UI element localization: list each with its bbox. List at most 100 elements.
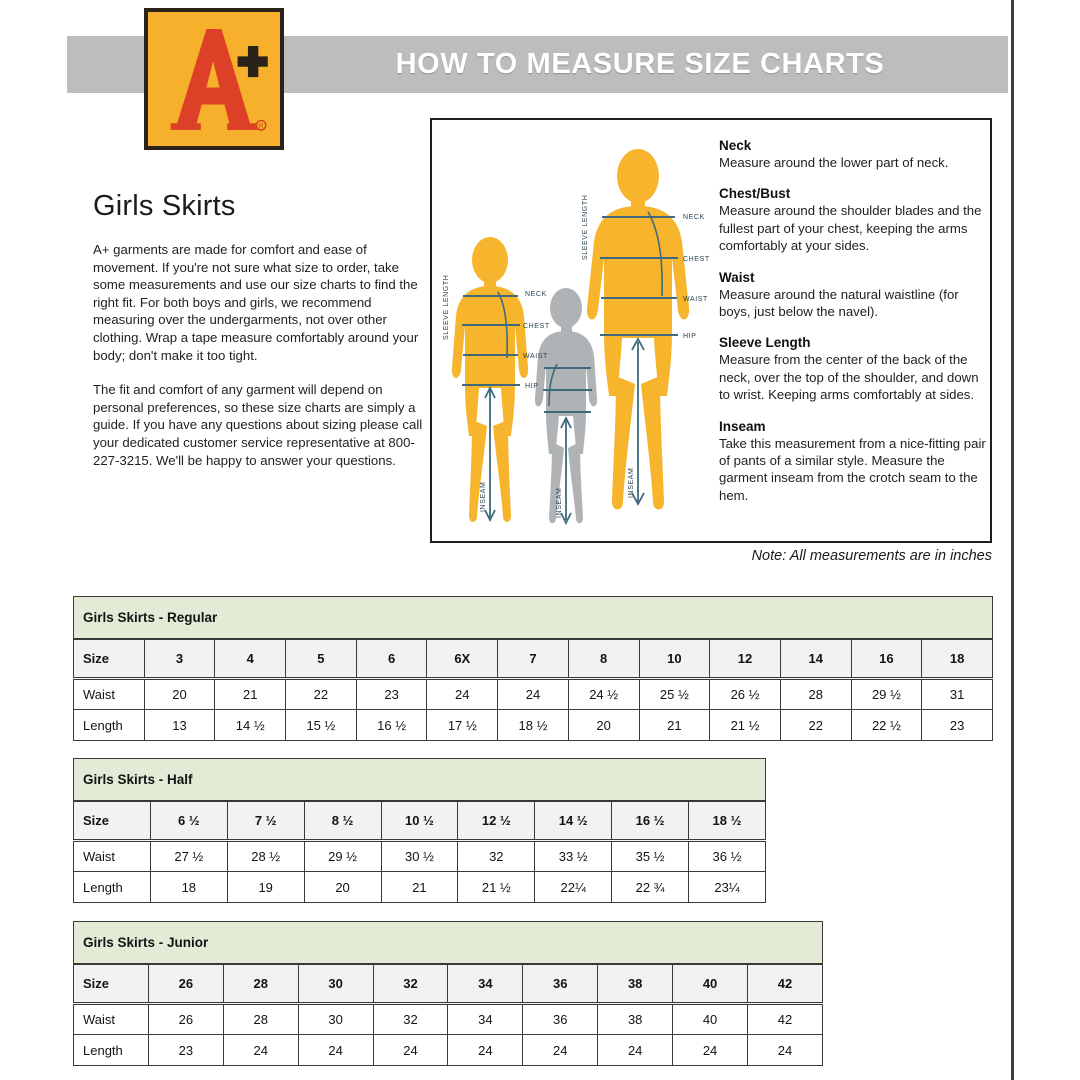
measurement-cell: 17 ½ — [426, 709, 499, 741]
figure-label-waist: WAIST — [523, 353, 548, 360]
figure-label-hip: HIP — [525, 383, 538, 390]
measurement-cell: 24 — [597, 1034, 674, 1066]
instruction-chest-bust: Chest/Bust Measure around the shoulder b… — [719, 186, 987, 254]
measurement-cell: 27 ½ — [149, 840, 228, 872]
figure-label-inseam-female: INSEAM — [480, 482, 487, 512]
size-header-cell: 8 ½ — [303, 800, 382, 842]
measurement-cell: 36 — [522, 1003, 599, 1035]
measurement-cell: 26 — [147, 1003, 224, 1035]
instruction-term: Waist — [719, 269, 755, 285]
table-row: Waist 27 ½ 28 ½ 29 ½ 30 ½ 32 33 ½ 35 ½ 36 ½ — [73, 840, 766, 872]
size-header-cell: 30 — [297, 963, 374, 1005]
instruction-term: Sleeve Length — [719, 335, 811, 351]
figure-label-sleeve-length-female: SLEEVE LENGTH — [443, 275, 450, 340]
measurement-cell: 24 — [672, 1034, 749, 1066]
size-header-label: Size — [73, 638, 145, 680]
measurement-cell: 23 — [355, 678, 428, 710]
figure-label-neck: NECK — [525, 291, 547, 298]
measurement-cell: 24 — [522, 1034, 599, 1066]
svg-text:R: R — [259, 123, 264, 130]
page-border-rule — [1011, 0, 1014, 1080]
measurement-cell: 15 ½ — [285, 709, 357, 741]
instruction-term: Chest/Bust — [719, 186, 791, 202]
size-header-cell: 36 — [522, 963, 599, 1005]
measurement-cell: 22 — [779, 709, 852, 741]
measurement-cell: 25 ½ — [638, 678, 711, 710]
measurement-cell: 35 ½ — [611, 840, 689, 872]
figure-label-neck-male: NECK — [683, 214, 705, 221]
measurement-cell: 29 ½ — [303, 840, 382, 872]
measurement-cell: 18 — [149, 871, 228, 903]
measurement-cell: 20 — [143, 678, 216, 710]
measurement-cell: 28 — [222, 1003, 299, 1035]
body-figures-icon: NECK CHEST WAIST HIP NECK CHEST WAIST HI… — [443, 149, 709, 526]
measurement-cell: 20 — [567, 709, 640, 741]
brand-logo: R — [144, 8, 284, 150]
measurement-cell: 38 — [597, 1003, 674, 1035]
size-header-cell: 12 ½ — [457, 800, 536, 842]
size-header-cell: 10 — [638, 638, 711, 680]
intro-paragraph-2: The fit and comfort of any garment will … — [93, 382, 423, 468]
measurement-cell: 13 — [143, 709, 216, 741]
size-header-cell: 7 ½ — [226, 800, 305, 842]
size-header-cell: 3 — [143, 638, 216, 680]
measurement-cell: 24 — [747, 1034, 823, 1066]
measurement-cell: 19 — [226, 871, 305, 903]
measurement-cell: 30 — [297, 1003, 374, 1035]
size-header-cell: 6 — [355, 638, 428, 680]
measurement-cell: 23¼ — [688, 871, 766, 903]
table-row: Waist 26 28 30 32 34 36 38 40 42 — [73, 1003, 823, 1035]
measurement-units-note: Note: All measurements are in inches — [751, 548, 992, 564]
instruction-text: Measure around the lower part of neck. — [719, 155, 949, 170]
table-title: Girls Skirts - Half — [73, 758, 766, 802]
size-header-cell: 14 ½ — [534, 800, 613, 842]
size-header-cell: 34 — [447, 963, 524, 1005]
row-label: Length — [73, 709, 145, 741]
measurement-cell: 33 ½ — [534, 840, 613, 872]
measurement-cell: 14 ½ — [214, 709, 287, 741]
size-header-label: Size — [73, 963, 149, 1005]
measurement-instructions: Neck Measure around the lower part of ne… — [719, 138, 987, 504]
table-row: Waist 20 21 22 23 24 24 24 ½ 25 ½ 26 ½ 28 29 ½ 31 — [73, 678, 993, 710]
measurement-cell: 24 ½ — [567, 678, 640, 710]
measurement-cell: 21 — [380, 871, 459, 903]
row-label: Waist — [73, 1003, 149, 1035]
size-header-cell: 7 — [497, 638, 569, 680]
size-header-cell: 26 — [147, 963, 224, 1005]
measurement-cell: 24 — [426, 678, 499, 710]
measurement-cell: 22 ½ — [850, 709, 923, 741]
measurement-cell: 26 ½ — [709, 678, 781, 710]
table-header-row: Size 3 4 5 6 6X 7 8 10 12 14 16 18 — [73, 638, 993, 680]
instruction-term: Inseam — [719, 418, 766, 434]
size-header-cell: 16 ½ — [611, 800, 689, 842]
table-title: Girls Skirts - Junior — [73, 921, 823, 965]
table-row: Length 23 24 24 24 24 24 24 24 24 — [73, 1034, 823, 1066]
table-row: Length 18 19 20 21 21 ½ 22¼ 22 ¾ 23¼ — [73, 871, 766, 903]
row-label: Length — [73, 871, 151, 903]
table-title-row: Girls Skirts - Regular — [73, 596, 993, 640]
size-header-cell: 14 — [779, 638, 852, 680]
row-label: Waist — [73, 840, 151, 872]
measurement-diagram-panel: NECK CHEST WAIST HIP NECK CHEST WAIST HI… — [430, 118, 992, 543]
size-header-cell: 28 — [222, 963, 299, 1005]
table-title: Girls Skirts - Regular — [73, 596, 993, 640]
measurement-cell: 42 — [747, 1003, 823, 1035]
measurement-cell: 23 — [921, 709, 993, 741]
instruction-waist: Waist Measure around the natural waistli… — [719, 270, 987, 321]
row-label: Length — [73, 1034, 149, 1066]
size-header-cell: 5 — [285, 638, 357, 680]
size-header-cell: 32 — [372, 963, 449, 1005]
size-header-label: Size — [73, 800, 151, 842]
measurement-cell: 22 — [285, 678, 357, 710]
size-table-junior: Girls Skirts - Junior Size 26 28 30 32 34 36 38 4… — [73, 921, 823, 1066]
measurement-cell: 24 — [222, 1034, 299, 1066]
figure-label-waist-male: WAIST — [683, 296, 708, 303]
size-header-cell: 4 — [214, 638, 287, 680]
page-title: HOW TO MEASURE SIZE CHARTS — [395, 48, 885, 80]
measurement-cell: 21 ½ — [709, 709, 781, 741]
instruction-term: Neck — [719, 138, 752, 153]
measurement-cell: 40 — [672, 1003, 749, 1035]
